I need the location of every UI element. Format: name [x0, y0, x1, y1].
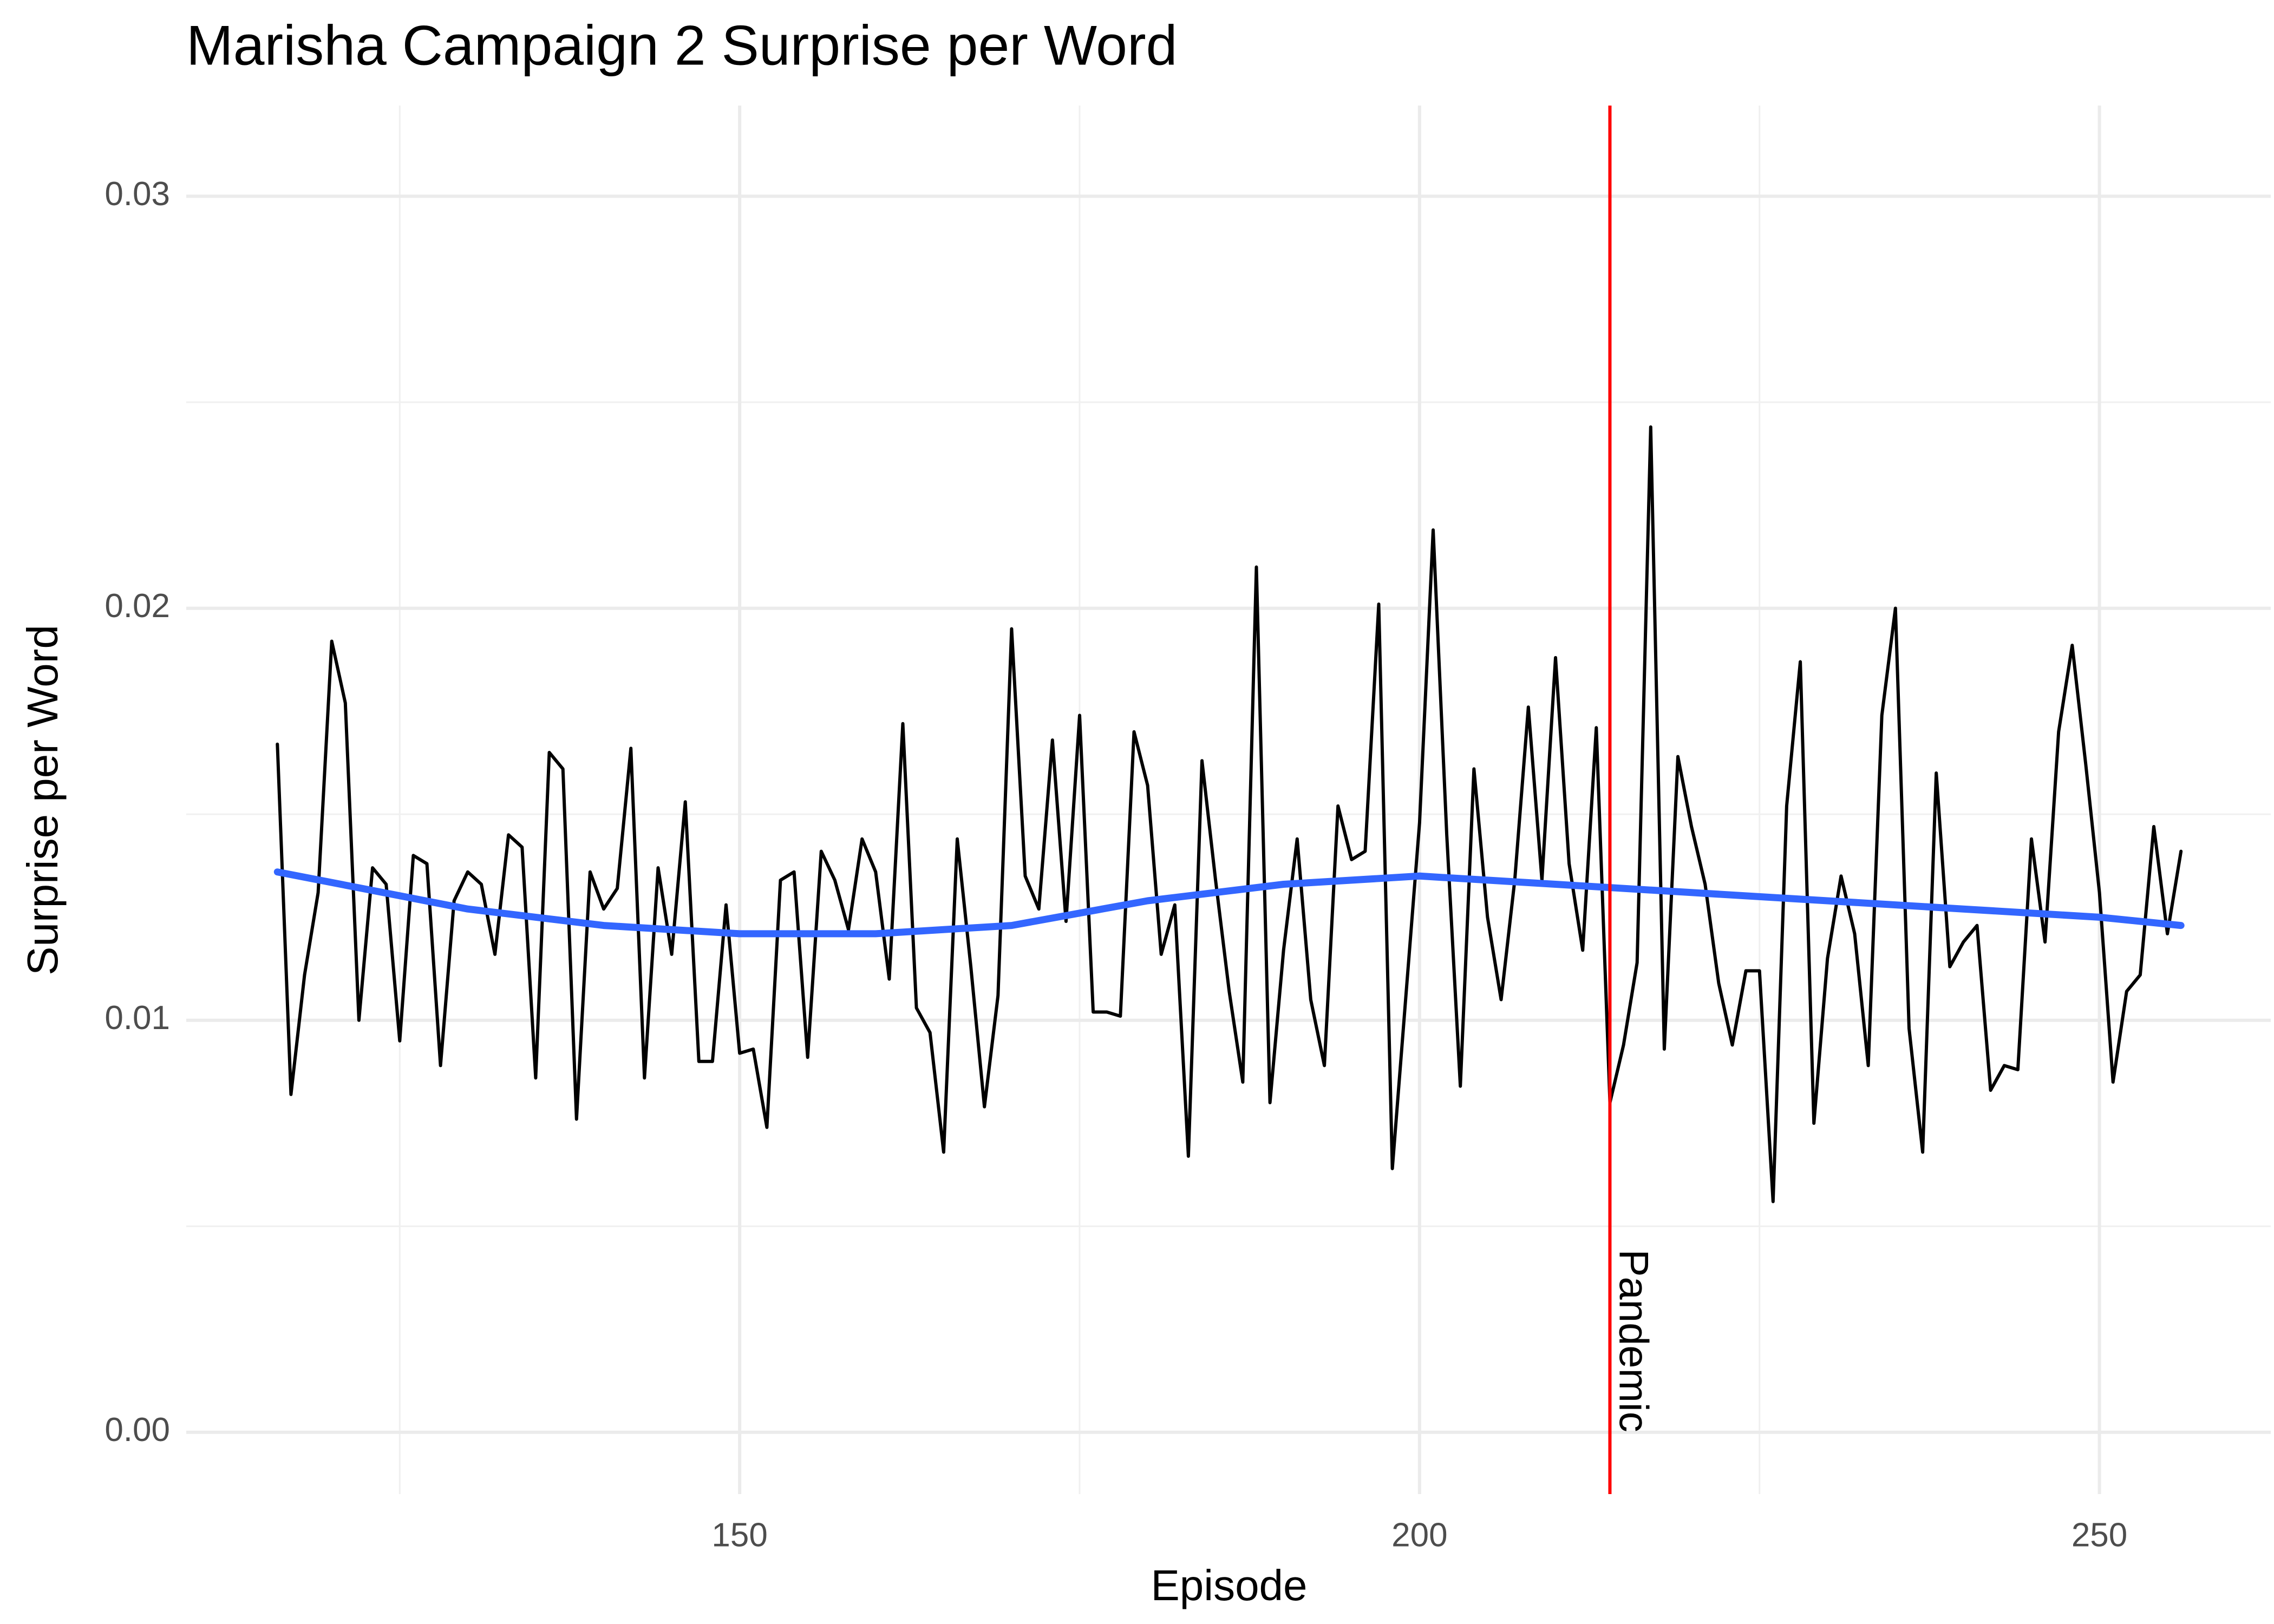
x-tick-label: 250 — [2072, 1516, 2127, 1554]
x-tick-label: 150 — [711, 1516, 767, 1554]
x-axis-title: Episode — [1151, 1561, 1307, 1609]
x-tick-label: 200 — [1391, 1516, 1447, 1554]
y-axis-title: Surprise per Word — [18, 625, 67, 975]
annotation-label: Pandemic — [1610, 1249, 1656, 1432]
y-tick-label: 0.00 — [104, 1411, 170, 1449]
data-line — [276, 425, 2183, 1203]
smooth-line — [273, 868, 2185, 938]
chart-title: Marisha Campaign 2 Surprise per Word — [186, 14, 1177, 77]
y-tick-label: 0.02 — [104, 587, 170, 625]
y-tick-label: 0.03 — [104, 175, 170, 213]
y-tick-label: 0.01 — [104, 999, 170, 1037]
